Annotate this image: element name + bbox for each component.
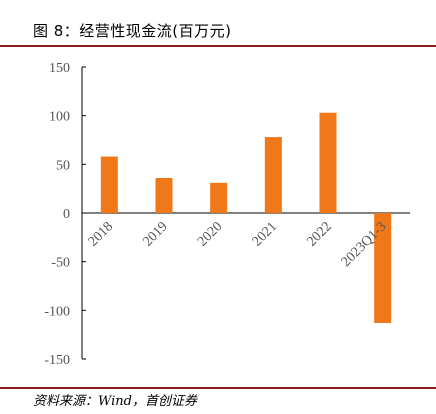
- bar-2023Q1-3: [374, 213, 392, 323]
- bar-2020: [210, 182, 228, 213]
- y-tick-label: 150: [49, 61, 70, 76]
- footer-rule: [0, 387, 436, 389]
- bar-2022: [319, 112, 337, 213]
- x-tick-label: 2020: [195, 219, 225, 249]
- y-tick-label: -100: [44, 304, 70, 319]
- x-tick-label: 2018: [86, 219, 116, 249]
- x-tick-label: 2021: [250, 219, 280, 249]
- y-tick-label: -150: [44, 353, 70, 368]
- figure-title: 图 8：经营性现金流(百万元): [33, 22, 232, 40]
- x-tick-label: 2022: [304, 219, 334, 249]
- y-tick-label: -50: [51, 256, 70, 271]
- x-tick-label: 2019: [140, 219, 170, 249]
- bar-chart: 150 100 50 0 -50 -100 -150 2018 2019 2020 2021 2022…: [44, 61, 410, 368]
- bar-2018: [100, 156, 118, 213]
- bar-2021: [264, 137, 282, 213]
- y-tick-label: 0: [63, 207, 70, 222]
- y-tick-label: 50: [56, 158, 70, 173]
- header-rule: [0, 45, 436, 47]
- bar-2019: [155, 177, 173, 213]
- y-tick-label: 100: [49, 110, 70, 125]
- figure-header: 图 8：经营性现金流(百万元): [0, 0, 436, 48]
- source-note: 资料来源：Wind，首创证券: [33, 394, 197, 409]
